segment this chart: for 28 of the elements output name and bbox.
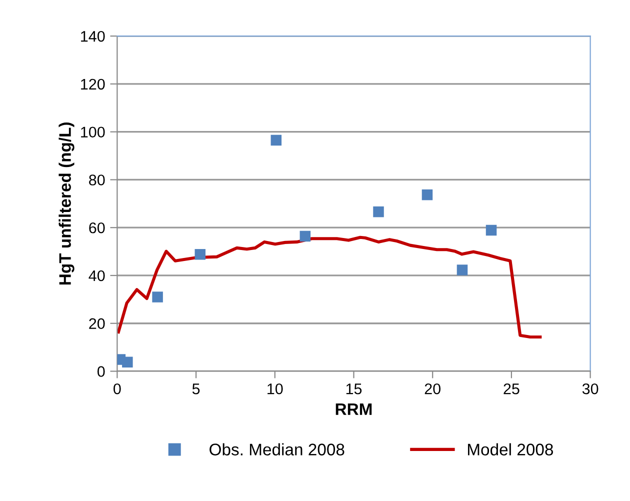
y-tick-label: 80 [89, 174, 105, 186]
x-tick-label: 10 [268, 383, 283, 394]
legend-label: Obs. Median 2008 [210, 443, 344, 456]
y-tick-label: 60 [89, 222, 105, 234]
x-tick-label: 30 [582, 383, 598, 394]
point [373, 206, 384, 218]
x-tick-label: 5 [192, 384, 200, 394]
point [422, 189, 433, 200]
point [270, 134, 282, 146]
y-axis-title: HgT unfiltered (ng/L) [58, 122, 74, 284]
point [194, 249, 206, 260]
x-axis-title: RRM [336, 403, 372, 415]
y-tick-label: 20 [89, 318, 105, 330]
x-tick-label: 25 [504, 383, 520, 394]
point [300, 230, 311, 242]
x-tick-label: 15 [346, 384, 362, 394]
point [122, 356, 133, 368]
x-tick-label: 20 [424, 383, 440, 394]
legend-label: Model 2008 [468, 443, 553, 456]
point [152, 292, 163, 302]
y-tick-label: 120 [81, 78, 105, 90]
y-tick-label: 140 [81, 30, 105, 42]
y-tick-label: 100 [81, 126, 105, 138]
x-tick-label: 0 [114, 383, 121, 394]
y-tick-label: 40 [88, 270, 105, 282]
y-tick-label: 0 [97, 366, 105, 377]
point [456, 264, 468, 276]
point [486, 224, 497, 236]
